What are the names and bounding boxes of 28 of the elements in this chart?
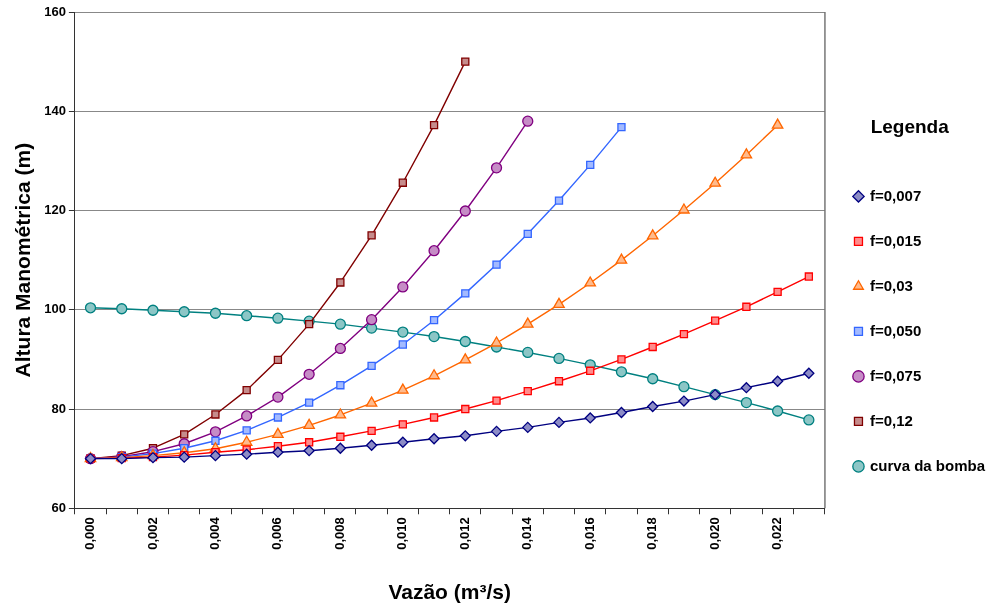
legend-label: f=0,075 (869, 366, 922, 384)
x-tick-label: 0,002 (144, 517, 160, 550)
x-tick-label: 0,010 (394, 517, 410, 550)
legend-title: Legenda (870, 115, 950, 137)
x-tick-label: 0,022 (769, 517, 785, 550)
legend-label: f=0,050 (869, 321, 922, 339)
y-tick-label: 140 (44, 102, 66, 118)
x-tick-label: 0,018 (644, 517, 660, 550)
y-tick-label: 60 (51, 499, 66, 515)
y-tick-label: 160 (44, 3, 66, 19)
x-tick-label: 0,008 (331, 517, 347, 550)
x-tick-label: 0,020 (706, 517, 722, 550)
x-axis-title: Vazão (m³/s) (388, 580, 511, 604)
y-tick-label: 120 (44, 202, 66, 218)
y-tick-label: 80 (51, 400, 66, 416)
x-tick-label: 0,014 (519, 516, 535, 550)
y-axis-title: Altura Manométrica (m) (11, 142, 35, 378)
x-tick-label: 0,012 (456, 517, 472, 550)
legend-label: f=0,007 (869, 186, 922, 204)
legend-label: curva da bomba (869, 456, 986, 474)
y-tick-label: 100 (44, 301, 66, 317)
legend-label: f=0,015 (869, 231, 922, 249)
legend-label: f=0,12 (869, 411, 913, 429)
legend-label: f=0,03 (869, 276, 913, 294)
x-tick-label: 0,006 (269, 517, 285, 550)
x-tick-label: 0,000 (82, 517, 98, 550)
x-tick-label: 0,004 (207, 516, 223, 550)
x-tick-label: 0,016 (581, 517, 597, 550)
